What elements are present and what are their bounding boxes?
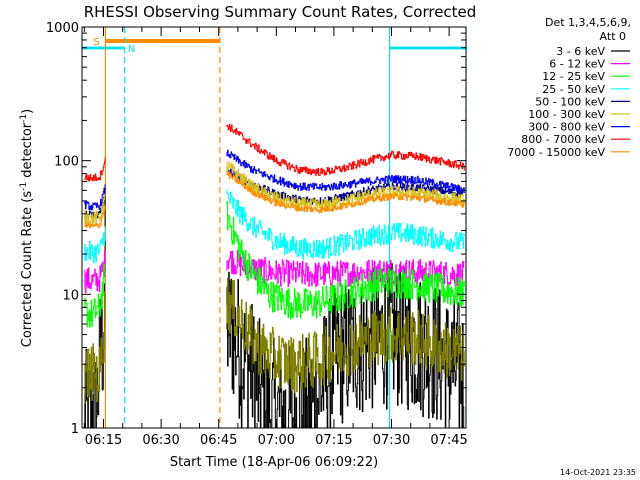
x-tick-label: 07:15 <box>315 433 352 448</box>
series-line-post <box>226 200 465 320</box>
x-axis-label: Start Time (18-Apr-06 06:09:22) <box>170 455 378 470</box>
legend-entry-label: 6 - 12 keV <box>549 58 605 71</box>
legend-entry-label: 300 - 800 keV <box>528 121 605 134</box>
series-line-post <box>226 170 465 214</box>
y-axis-label-part-3: ) <box>20 109 35 114</box>
series-line-pre <box>84 263 106 328</box>
legend-entry-label: 12 - 25 keV <box>542 70 605 83</box>
plot-frame <box>81 26 467 429</box>
series-lines <box>84 123 465 429</box>
series-300-800-keV <box>84 149 465 211</box>
series-line-pre <box>84 206 106 229</box>
series-line-pre <box>84 184 106 211</box>
x-tick-label: 06:15 <box>85 433 122 448</box>
x-tick-label: 07:45 <box>430 433 467 448</box>
x-tick-label: 06:45 <box>200 433 237 448</box>
y-tick-label: 100 <box>54 155 79 170</box>
footer-date: 14-Oct-2021 23:35 <box>560 468 636 477</box>
plot-area: S N 06:15 06:30 06:45 07:00 07:15 07:30 07:45 1… <box>46 21 468 448</box>
y-axis-label-part-2: detector <box>20 122 35 182</box>
night-flag-label: N <box>128 44 135 55</box>
x-tick-label: 06:30 <box>142 433 179 448</box>
series-line-post <box>226 189 465 260</box>
legend-entry-label: 7000 - 15000 keV <box>507 146 605 159</box>
y-axis-label: Corrected Count Rate (s-1 detector-1) <box>19 109 35 347</box>
series-line-pre <box>84 226 106 264</box>
saa-flag-label: S <box>93 37 99 48</box>
y-tick-label: 10 <box>62 288 79 303</box>
legend-entry-label: 50 - 100 keV <box>535 95 605 108</box>
series-line-pre <box>84 249 106 294</box>
series-12-25-keV <box>84 200 465 328</box>
series-7000-15000-keV <box>84 170 465 229</box>
legend-entry-label: 25 - 50 keV <box>542 83 605 96</box>
y-axis-ticks: 1 10 100 1000 <box>46 21 466 437</box>
y-tick-label: 1000 <box>46 21 79 36</box>
chart-title: RHESSI Observing Summary Count Rates, Co… <box>84 3 477 21</box>
legend-header-line-1: Det 1,3,4,5,6,9, <box>545 16 631 29</box>
y-axis-label-superscript-1: -1 <box>19 182 29 191</box>
y-axis-label-superscript-2: -1 <box>19 114 29 123</box>
series-line-post <box>226 277 465 394</box>
series-line-pre <box>84 291 106 404</box>
legend-entry-label: 100 - 300 keV <box>528 108 605 121</box>
x-tick-label: 07:30 <box>373 433 410 448</box>
x-axis-ticks: 06:15 06:30 06:45 07:00 07:15 07:30 07:45 <box>83 27 468 448</box>
series-line-post <box>226 123 465 177</box>
series-800-7000-keV <box>84 123 465 182</box>
y-tick-label: 1 <box>71 422 79 437</box>
legend-entry-label: 800 - 7000 keV <box>521 133 605 146</box>
series-line-post <box>226 149 465 194</box>
legend-header-line-2: Att 0 <box>600 30 626 43</box>
y-axis-label-part-1: Corrected Count Rate (s <box>20 191 35 348</box>
series-extra <box>84 277 465 404</box>
x-tick-label: 07:00 <box>258 433 295 448</box>
legend-entry-label: 3 - 6 keV <box>556 45 605 58</box>
series-line-pre <box>84 157 106 182</box>
series-25-50-keV <box>84 189 465 264</box>
